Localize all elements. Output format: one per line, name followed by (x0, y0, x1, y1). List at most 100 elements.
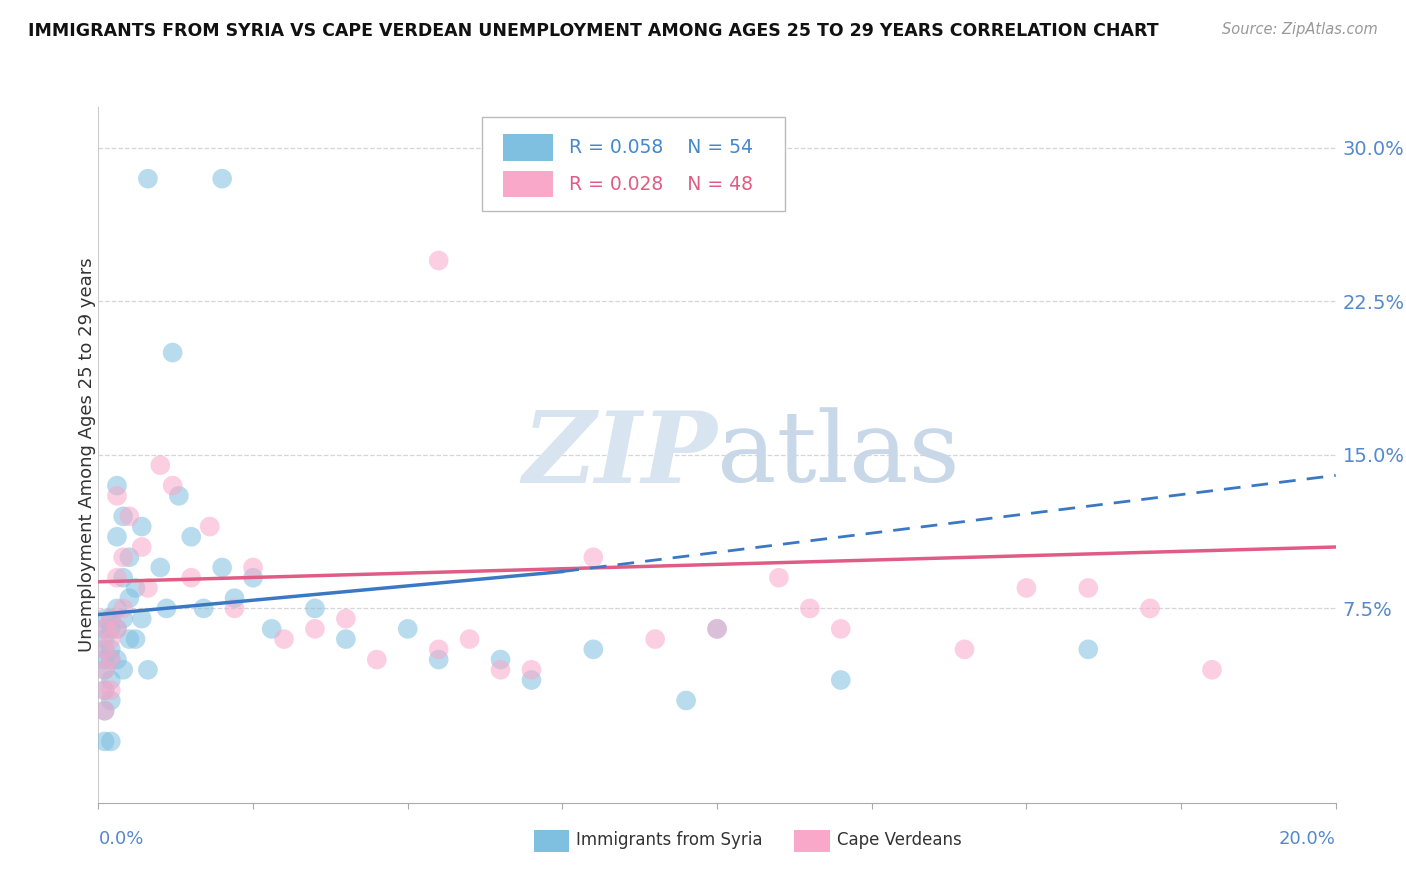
Text: Immigrants from Syria: Immigrants from Syria (576, 831, 763, 849)
Point (100, 693, 122, 707)
Point (100, 673, 122, 687)
Point (118, 591, 141, 606)
Point (118, 550, 141, 565)
Text: Source: ZipAtlas.com: Source: ZipAtlas.com (1222, 22, 1378, 37)
Text: ZIP: ZIP (522, 407, 717, 503)
Point (124, 632, 146, 646)
Point (273, 632, 295, 646)
Text: atlas: atlas (717, 407, 960, 503)
Point (105, 530, 128, 544)
Point (224, 601, 246, 615)
Point (100, 622, 122, 636)
Point (136, 663, 159, 677)
Point (335, 632, 357, 646)
Point (304, 622, 326, 636)
Point (93, 734, 115, 748)
Point (582, 642, 605, 657)
Point (706, 622, 728, 636)
Point (105, 652, 128, 666)
Point (427, 642, 450, 657)
Point (100, 632, 122, 646)
Point (112, 612, 135, 626)
Point (582, 550, 605, 565)
Point (100, 612, 122, 626)
Point (93, 683, 115, 698)
Point (1201, 663, 1223, 677)
Text: Cape Verdeans: Cape Verdeans (837, 831, 962, 849)
Point (366, 652, 388, 666)
Point (100, 652, 122, 666)
Point (136, 581, 159, 595)
Point (105, 571, 128, 585)
Point (93, 652, 115, 666)
Point (105, 622, 128, 636)
Point (136, 171, 159, 186)
Point (105, 601, 128, 615)
Point (155, 601, 177, 615)
Bar (503, 134, 553, 161)
Point (427, 253, 450, 268)
Point (93, 663, 115, 677)
Point (1015, 581, 1038, 595)
Point (93, 622, 115, 636)
Point (162, 478, 184, 492)
Text: R = 0.028    N = 48: R = 0.028 N = 48 (568, 175, 752, 194)
Point (706, 622, 728, 636)
Text: IMMIGRANTS FROM SYRIA VS CAPE VERDEAN UNEMPLOYMENT AMONG AGES 25 TO 29 YEARS COR: IMMIGRANTS FROM SYRIA VS CAPE VERDEAN UN… (28, 22, 1159, 40)
Point (167, 489, 190, 503)
Point (100, 612, 122, 626)
Point (830, 622, 852, 636)
Point (93, 642, 115, 657)
Point (131, 519, 153, 533)
Point (118, 632, 141, 646)
Point (489, 663, 512, 677)
Point (520, 673, 543, 687)
Point (180, 571, 202, 585)
Point (93, 622, 115, 636)
Point (93, 612, 115, 626)
Point (224, 591, 246, 606)
Point (100, 642, 122, 657)
Point (830, 673, 852, 687)
Point (304, 601, 326, 615)
Point (953, 642, 976, 657)
Point (1139, 601, 1161, 615)
Point (489, 652, 512, 666)
Point (105, 622, 128, 636)
Point (93, 632, 115, 646)
Point (335, 612, 357, 626)
Point (112, 550, 135, 565)
Point (93, 704, 115, 718)
Point (427, 652, 450, 666)
Point (162, 345, 184, 359)
Point (242, 560, 264, 574)
Point (768, 571, 790, 585)
Point (260, 622, 283, 636)
Point (211, 560, 233, 574)
Point (149, 458, 172, 472)
Point (131, 540, 153, 554)
Point (242, 571, 264, 585)
Y-axis label: Unemployment Among Ages 25 to 29 years: Unemployment Among Ages 25 to 29 years (79, 258, 96, 652)
Point (105, 478, 128, 492)
Point (675, 693, 697, 707)
Point (100, 652, 122, 666)
Point (100, 734, 122, 748)
Point (124, 581, 146, 595)
Point (100, 683, 122, 698)
Point (193, 601, 215, 615)
Point (211, 171, 233, 186)
Point (458, 632, 481, 646)
Point (93, 704, 115, 718)
Point (180, 530, 202, 544)
Point (1077, 581, 1099, 595)
Point (93, 683, 115, 698)
Point (644, 632, 666, 646)
Point (93, 663, 115, 677)
Point (198, 519, 221, 533)
Bar (503, 171, 553, 197)
Point (118, 509, 141, 524)
Text: R = 0.058    N = 54: R = 0.058 N = 54 (568, 138, 752, 157)
Point (112, 601, 135, 615)
Text: 20.0%: 20.0% (1279, 830, 1336, 847)
